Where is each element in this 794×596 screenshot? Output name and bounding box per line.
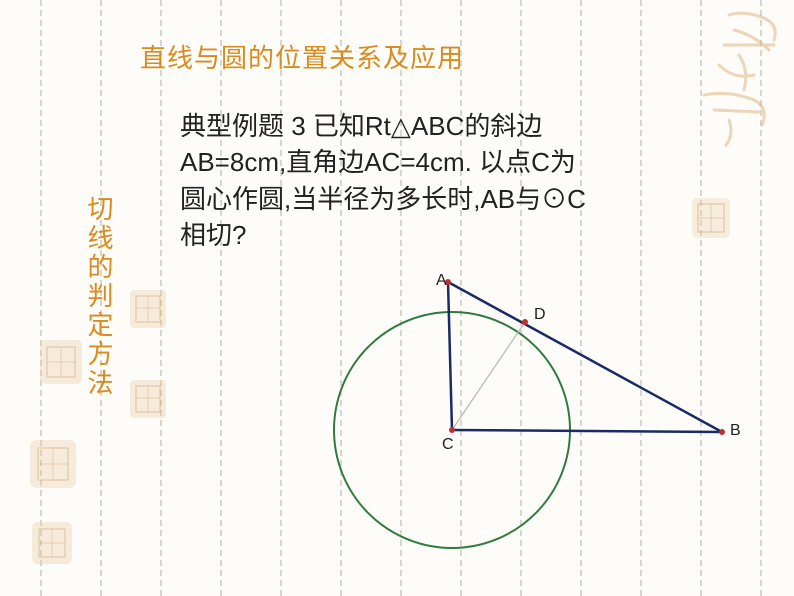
point-d: [522, 319, 528, 325]
point-c: [449, 427, 455, 433]
label-c: C: [442, 436, 454, 454]
problem-line-4: 相切?: [180, 220, 246, 250]
problem-line-2: AB=8cm,直角边AC=4cm. 以点C为: [180, 147, 576, 177]
stamp-icon: [128, 378, 168, 420]
point-b: [719, 429, 725, 435]
geometry-diagram: A B C D: [280, 270, 740, 580]
problem-line-1: 典型例题 3 已知Rt△ABC的斜边: [180, 111, 542, 141]
edge-ab: [448, 282, 722, 432]
side-title: 切线的判定方法: [88, 195, 118, 398]
stamp-icon: [28, 438, 78, 490]
edge-cd: [452, 322, 525, 430]
label-d: D: [534, 306, 546, 324]
edge-cb: [452, 430, 722, 432]
label-a: A: [436, 272, 447, 290]
label-b: B: [730, 422, 741, 440]
stamp-icon: [30, 520, 74, 566]
problem-statement: 典型例题 3 已知Rt△ABC的斜边 AB=8cm,直角边AC=4cm. 以点C…: [180, 108, 740, 254]
stamp-icon: [128, 288, 168, 330]
page-title: 直线与圆的位置关系及应用: [140, 38, 464, 75]
stamp-icon: [38, 338, 84, 386]
stamp-icon: [690, 196, 732, 240]
edge-ac: [448, 282, 452, 430]
problem-line-3: 圆心作圆,当半径为多长时,AB与⊙C: [180, 184, 586, 214]
